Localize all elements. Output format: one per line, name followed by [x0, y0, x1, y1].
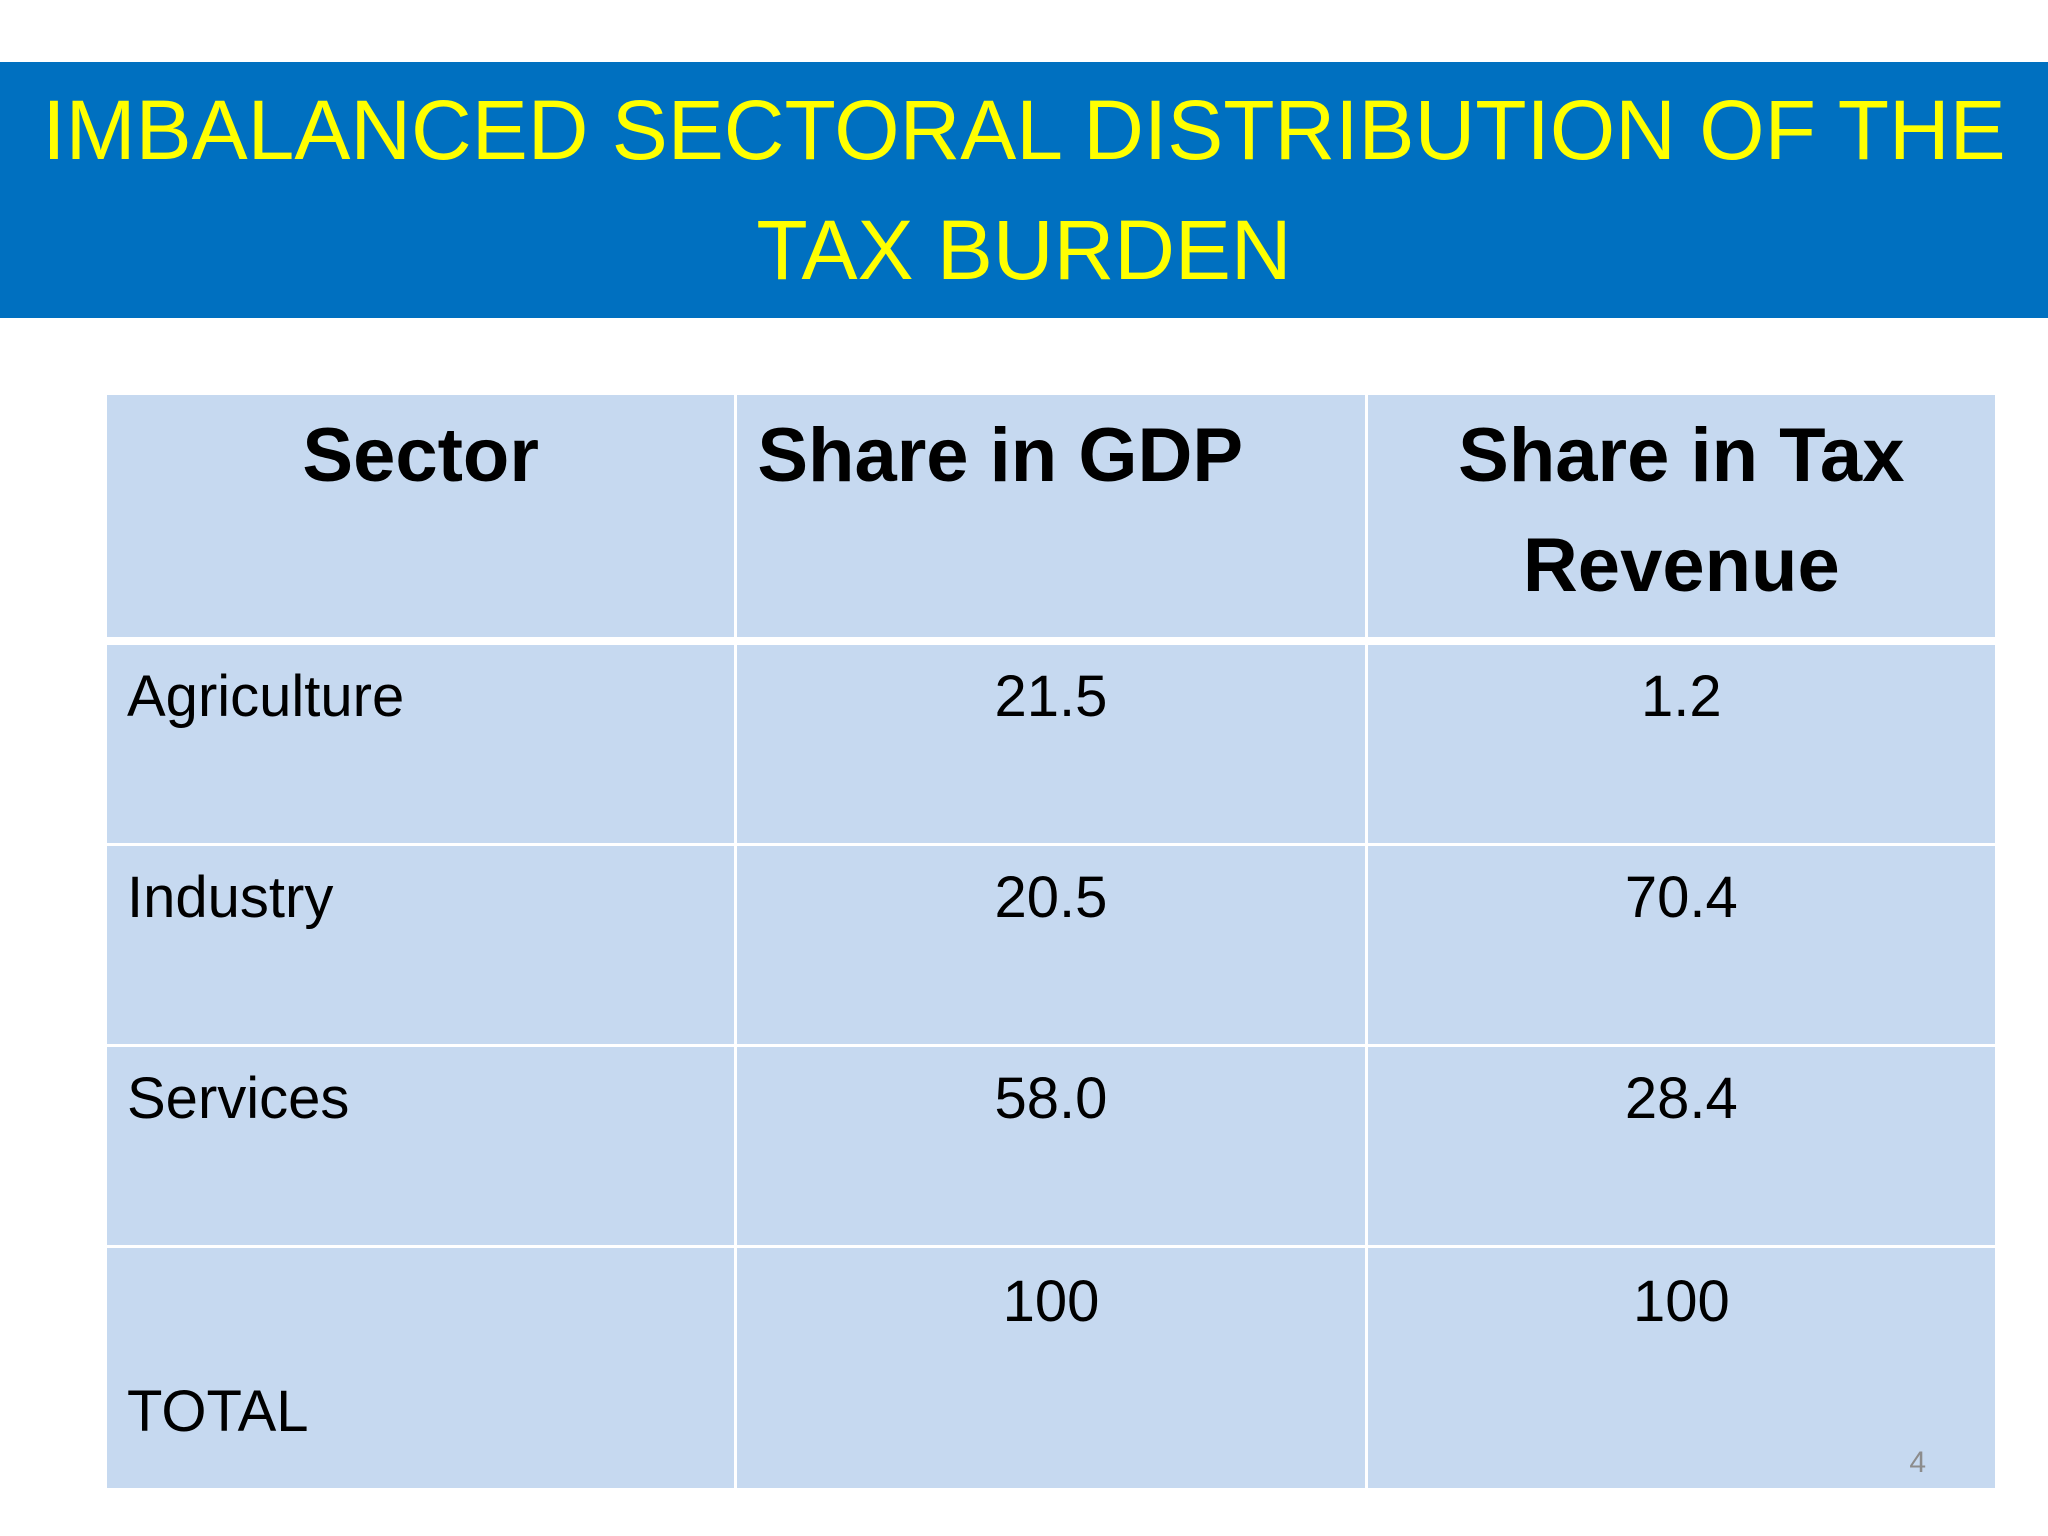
table-row: Agriculture 21.5 1.2	[103, 639, 1999, 846]
slide-title-line-2: TAX BURDEN	[756, 203, 1292, 297]
header-share-in-gdp: Share in GDP	[734, 392, 1368, 645]
header-share-in-tax-revenue: Share in Tax Revenue	[1364, 392, 1999, 645]
cell-gdp-share: 58.0	[734, 1044, 1368, 1248]
cell-tax-share: 70.4	[1364, 843, 1999, 1047]
cell-sector: Services	[103, 1044, 738, 1248]
page-number: 4	[1909, 1446, 1926, 1479]
cell-gdp-share: 20.5	[734, 843, 1368, 1047]
table-row: Services 58.0 28.4	[103, 1044, 1999, 1248]
cell-gdp-share: 21.5	[734, 639, 1368, 846]
cell-sector: Agriculture	[103, 639, 738, 846]
cell-tax-share: 28.4	[1364, 1044, 1999, 1248]
cell-total-gdp: 100	[734, 1245, 1368, 1491]
sector-tax-table: Sector Share in GDP Share in Tax Revenue…	[103, 392, 1999, 1491]
table-total-row: TOTAL 100 100	[103, 1245, 1999, 1491]
sector-table-container: Sector Share in GDP Share in Tax Revenue…	[103, 392, 1999, 1491]
cell-tax-share: 1.2	[1364, 639, 1999, 846]
cell-total-label: TOTAL	[103, 1245, 738, 1491]
title-banner: IMBALANCED SECTORAL DISTRIBUTION OF THE …	[0, 62, 2048, 318]
cell-sector: Industry	[103, 843, 738, 1047]
table-header-row: Sector Share in GDP Share in Tax Revenue	[103, 392, 1999, 645]
slide-title-line-1: IMBALANCED SECTORAL DISTRIBUTION OF THE	[42, 83, 2006, 177]
table-row: Industry 20.5 70.4	[103, 843, 1999, 1047]
header-sector: Sector	[103, 392, 738, 645]
cell-total-tax: 100	[1364, 1245, 1999, 1491]
